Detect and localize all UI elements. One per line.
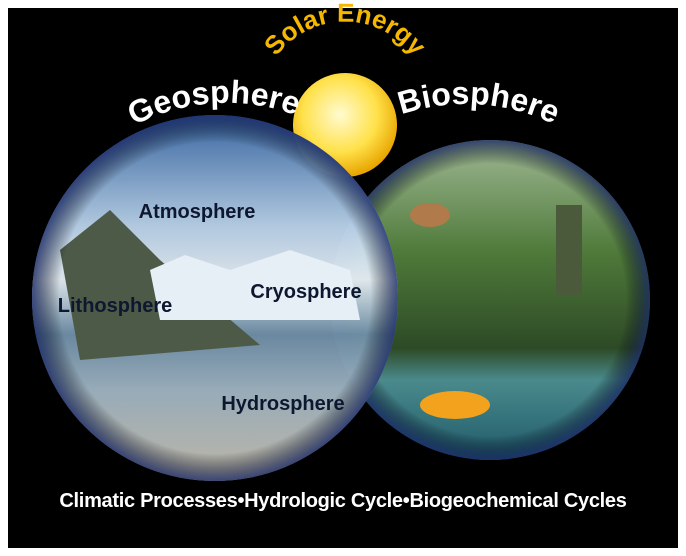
fish <box>420 391 490 419</box>
footer-item: Hydrologic Cycle <box>244 490 403 512</box>
deer <box>410 203 450 227</box>
sphere-label: Hydrosphere <box>221 393 344 415</box>
page: Solar Energy Geosphere Biosphere Atmosph… <box>0 0 686 556</box>
sphere-label: Lithosphere <box>58 295 172 317</box>
sphere-label: Cryosphere <box>250 281 361 303</box>
diagram: Solar Energy Geosphere Biosphere Atmosph… <box>0 0 686 556</box>
ranger <box>556 205 582 295</box>
sphere-label: Atmosphere <box>139 201 256 223</box>
footer: Climatic Processes•Hydrologic Cycle•Biog… <box>0 490 686 513</box>
footer-item: Climatic Processes <box>59 490 237 512</box>
footer-item: Biogeochemical Cycles <box>409 490 626 512</box>
